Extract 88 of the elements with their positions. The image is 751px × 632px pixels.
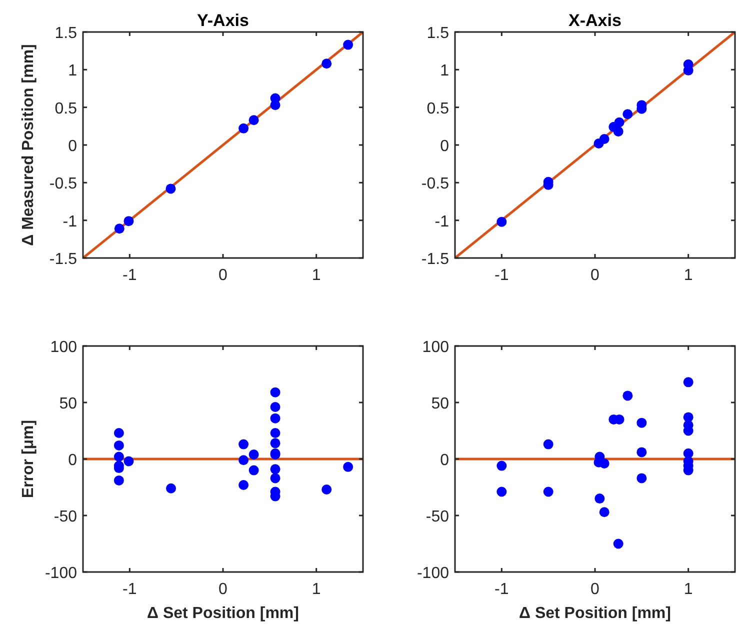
y-tick-label: -1.5 [421,251,450,268]
y-tick-label: 100 [50,339,78,356]
point [683,377,694,388]
point [343,40,354,50]
point [270,402,280,412]
y-tick-label: -100 [44,565,78,582]
point [322,58,332,69]
point [238,480,249,490]
point [124,216,134,226]
y-tick-label: -1.5 [49,251,78,268]
y-tick-label: 0 [440,138,450,155]
point [270,473,280,484]
y-tick-label: -0.5 [49,176,78,193]
y-tick-label: 1 [440,62,450,80]
x-tick-label: -1 [494,267,509,284]
point [543,486,554,497]
y-tick-label: 50 [59,396,78,412]
y-tick-label: 0 [68,452,78,469]
x-tick-label: 0 [218,267,228,284]
chart-title: X-Axis [568,11,622,30]
point [238,439,249,450]
x-axis-title: Δ Set Position [mm] [147,605,299,622]
point [114,428,124,438]
point [613,126,624,136]
point [613,538,624,549]
point [622,109,633,120]
point [594,494,605,504]
x-tick-label: 1 [312,581,321,598]
point [114,475,124,486]
y-tick-label: 0 [440,452,450,469]
y-tick-label: 100 [422,339,450,356]
point [270,413,280,424]
x-tick-label: -1 [122,581,137,598]
point [599,458,610,469]
x-tick-label: 1 [684,581,693,598]
point [614,117,624,128]
point [248,115,259,126]
point [114,440,124,450]
x-axis-title: Δ Set Position [mm] [519,605,671,622]
point [543,439,554,450]
point [496,216,507,227]
y-axis-title: Δ Measured Position [mm] [20,44,37,246]
point [166,483,176,494]
y-axis-title: Error [μm] [20,420,37,498]
point [636,473,647,484]
point [322,484,332,495]
point [124,456,134,466]
y-tick-label: 0.5 [54,100,78,118]
point [343,462,354,472]
point [114,452,124,462]
point [622,390,633,401]
y-tick-label: 50 [431,396,450,412]
x-tick-label: 1 [312,267,321,284]
point [496,460,507,471]
y-tick-label: 1.5 [54,25,78,42]
point [599,134,610,144]
x-tick-label: -1 [494,581,509,598]
point [238,455,249,466]
point [166,184,176,194]
point [636,447,647,458]
y-tick-label: -50 [426,508,450,526]
point [114,224,124,234]
y-tick-label: -1 [62,213,78,230]
point [270,464,280,474]
y-tick-label: 1 [68,62,78,80]
y-tick-label: 0.5 [426,100,450,118]
point [248,449,259,460]
y-tick-label: -100 [416,565,450,582]
y-tick-label: 0 [68,138,78,155]
point [270,428,280,438]
y-tick-label: -50 [54,508,78,526]
point [270,387,280,398]
y-tick-label: 1.5 [426,25,450,42]
point [496,486,507,497]
point [599,507,610,518]
point [270,438,280,448]
x-tick-label: -1 [122,267,137,284]
chart-title: Y-Axis [197,11,249,30]
x-tick-label: 1 [684,267,693,284]
x-tick-label: 0 [218,581,228,598]
point [636,418,647,428]
point [238,123,249,134]
x-tick-label: 0 [590,267,600,284]
y-tick-label: -0.5 [421,176,450,193]
x-tick-label: 0 [590,581,600,598]
point [270,100,280,110]
point [248,465,259,476]
y-tick-label: -1 [434,213,450,230]
